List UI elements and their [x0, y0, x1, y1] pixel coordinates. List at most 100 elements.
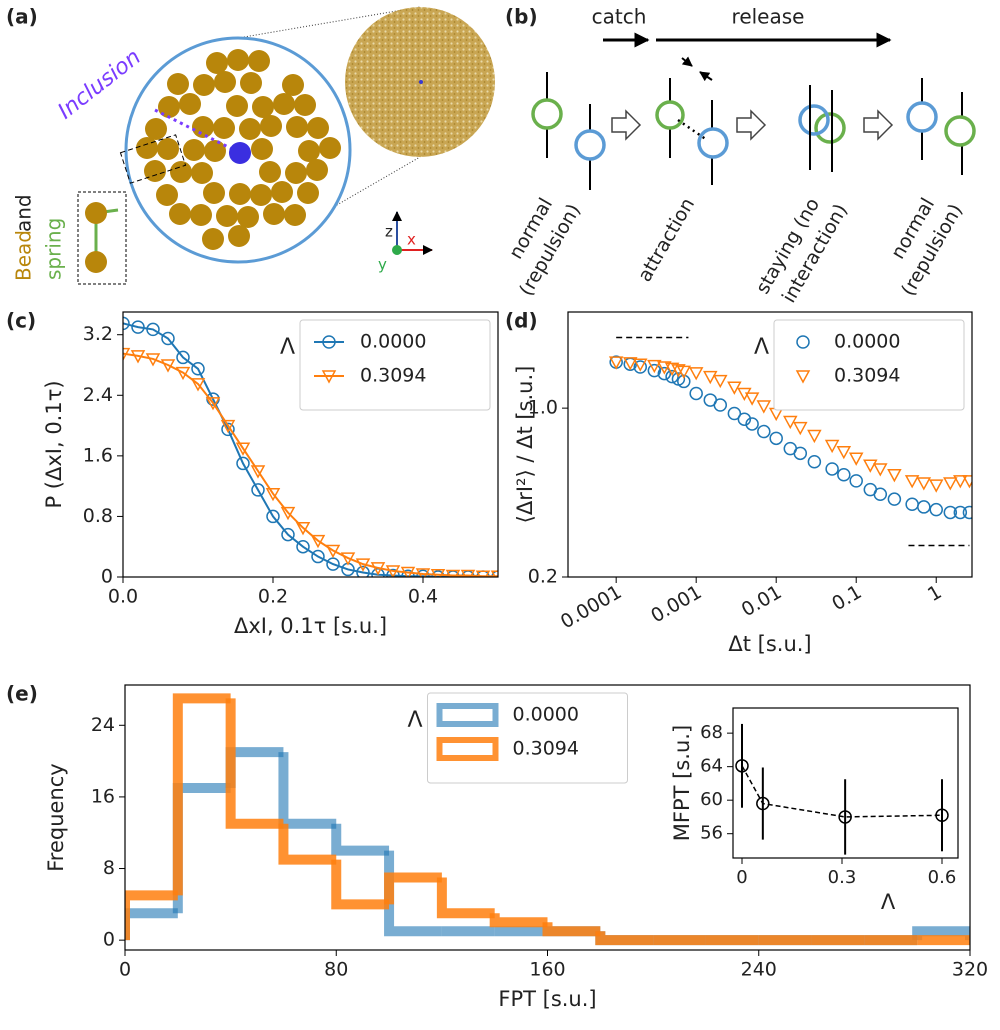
bead — [286, 116, 308, 138]
legend-handle — [436, 703, 499, 727]
x-axis-label: ΔxI, 0.1τ [s.u.] — [234, 614, 387, 638]
bead — [319, 137, 341, 159]
y-tick-label: 56 — [700, 823, 723, 844]
marker — [873, 463, 888, 477]
bead — [203, 182, 225, 204]
x-tick-label: 0.01 — [738, 581, 786, 621]
marker — [756, 796, 770, 811]
step-arrow — [863, 109, 894, 141]
x-tick-label: 0.2 — [258, 586, 288, 608]
and-label: and — [12, 194, 36, 232]
blue-particle — [798, 104, 830, 136]
bead — [204, 140, 226, 162]
marker — [445, 569, 461, 577]
x-tick-label: 320 — [952, 959, 988, 981]
attract-arrow — [681, 56, 693, 67]
marker — [793, 446, 808, 461]
bead — [252, 96, 274, 118]
green-particle — [814, 112, 846, 144]
bead — [157, 138, 179, 160]
histogram-bar — [384, 872, 442, 905]
marker — [401, 569, 415, 577]
diagram-b: catch release — [531, 5, 976, 190]
marker — [251, 483, 265, 497]
marker — [236, 456, 250, 471]
axes-frame — [732, 707, 959, 859]
marker — [916, 477, 932, 491]
marker — [735, 759, 749, 773]
legend-marker — [321, 370, 337, 384]
marker — [356, 565, 370, 577]
bead — [228, 225, 250, 247]
marker — [928, 479, 944, 493]
y-axis-label: MFPT [s.u.] — [670, 725, 694, 841]
marker — [671, 364, 686, 378]
marker — [123, 347, 131, 362]
x-tick-label: 0.3 — [828, 867, 857, 888]
bead — [191, 162, 213, 184]
spring-label: spring — [42, 218, 66, 280]
marker — [849, 474, 863, 488]
bead — [136, 137, 158, 159]
marker — [917, 500, 931, 514]
green-particle — [944, 115, 976, 147]
marker — [123, 316, 130, 331]
marker — [130, 350, 146, 364]
y-tick-label: 0.8 — [83, 505, 113, 527]
y-tick-label: 0.2 — [528, 566, 558, 588]
marker — [793, 421, 808, 436]
legend-label: 0.0000 — [360, 331, 426, 353]
panel-label: (d) — [505, 309, 538, 333]
legend-label: 0.3094 — [513, 738, 579, 760]
bead — [214, 71, 236, 93]
legend-marker — [796, 335, 810, 349]
marker — [220, 419, 236, 434]
histogram-bar — [542, 922, 601, 937]
series-line — [741, 765, 943, 818]
step-arrow — [611, 109, 642, 141]
marker — [310, 534, 326, 549]
x-tick-label: 0 — [736, 867, 747, 888]
green-particle — [531, 98, 563, 130]
plot — [125, 693, 970, 946]
marker — [689, 386, 703, 401]
x-tick-label: 0.1 — [828, 581, 865, 615]
marker — [769, 431, 783, 446]
x-tick-label: 0.0001 — [557, 581, 626, 633]
marker — [280, 506, 296, 521]
marker — [737, 412, 752, 426]
blue-particle — [697, 127, 729, 159]
panel-label: (c) — [6, 309, 36, 333]
x-tick-label: 0.001 — [647, 581, 705, 627]
marker — [807, 454, 822, 469]
blue-particle — [906, 101, 938, 133]
legend-label: 0.0000 — [834, 331, 900, 353]
bead — [169, 203, 191, 225]
histogram-bar — [436, 877, 495, 919]
x-tick-label: 0 — [119, 959, 131, 981]
marker — [873, 487, 888, 502]
x-tick-label: 160 — [529, 959, 565, 981]
marker — [713, 374, 728, 389]
y-tick-label: 24 — [91, 714, 115, 736]
histogram-bar — [489, 913, 548, 928]
bead — [259, 161, 281, 183]
marker — [205, 397, 221, 411]
marker — [295, 522, 311, 536]
y-axis-label: ⟨ΔrI²⟩ / Δt [s.u.] — [513, 366, 537, 524]
marker — [265, 487, 281, 502]
bead — [206, 52, 228, 74]
histogram-bar — [125, 890, 178, 941]
histogram-bar — [125, 908, 178, 941]
bead — [216, 205, 238, 227]
marker — [326, 557, 340, 571]
axes-frame — [124, 684, 971, 951]
marker — [266, 509, 280, 524]
marker — [250, 465, 266, 479]
state-label: attraction — [634, 194, 699, 285]
legend-label: 0.3094 — [834, 365, 900, 387]
bead — [239, 118, 261, 140]
bead — [193, 74, 215, 96]
marker — [727, 406, 742, 421]
